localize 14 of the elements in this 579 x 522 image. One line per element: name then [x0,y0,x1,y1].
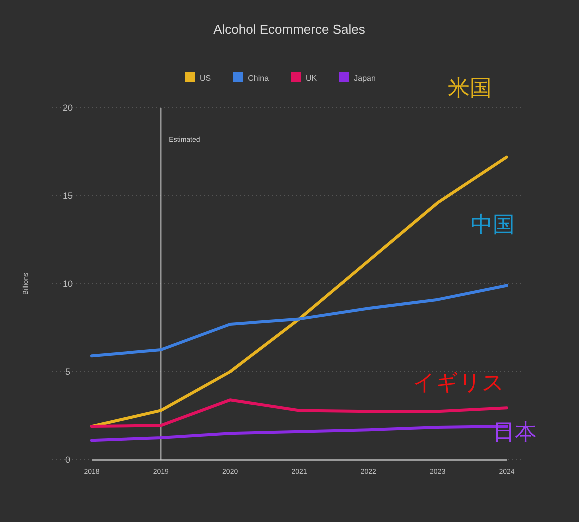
y-tick-label: 5 [65,367,71,377]
annotation: イギリス [413,371,505,396]
annotation: 中国 [471,212,515,238]
legend-label: Japan [354,74,376,83]
y-tick-label: 10 [62,279,74,289]
legend-label: US [200,74,212,83]
y-tick-label: 15 [62,191,74,201]
legend-label: UK [306,74,318,83]
title: Alcohol Ecommerce Sales [214,22,366,37]
y-tick-label: 0 [65,455,71,465]
y-tick-label: 20 [62,103,74,113]
annotation: 米国 [448,76,492,102]
legend-label: China [248,74,270,83]
annotation: 日本 [493,420,537,446]
